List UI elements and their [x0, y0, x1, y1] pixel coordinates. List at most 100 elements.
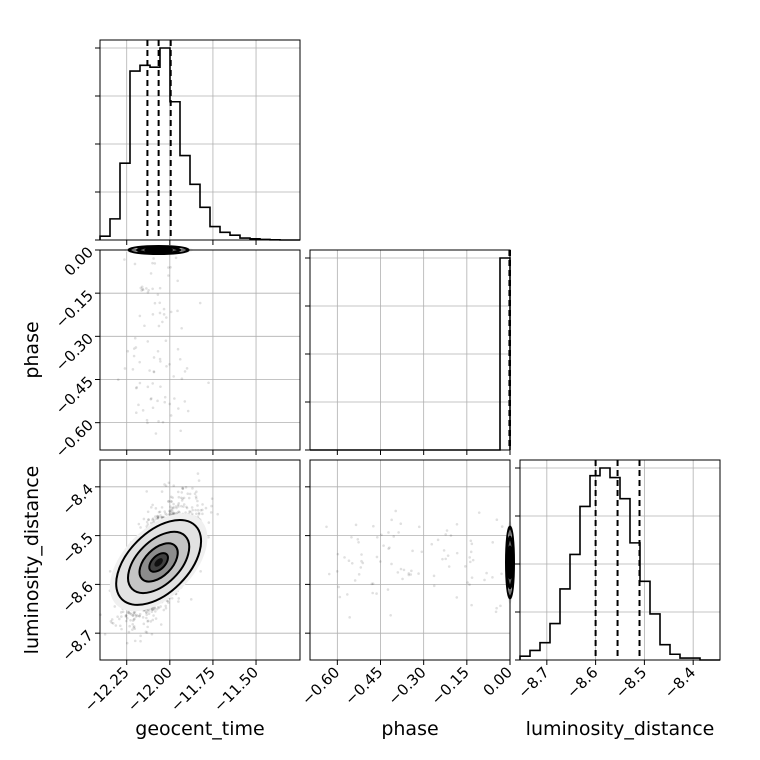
- sample-point: [148, 369, 151, 372]
- sample-point: [134, 411, 138, 414]
- sample-point: [157, 515, 160, 519]
- sample-point: [127, 630, 131, 634]
- sample-point: [169, 508, 173, 512]
- sample-point: [151, 517, 155, 520]
- sample-point: [167, 499, 170, 503]
- sample-point: [147, 609, 150, 613]
- sample-point: [156, 293, 160, 296]
- sample-point: [160, 490, 164, 493]
- sample-point: [156, 514, 159, 518]
- sample-point: [129, 612, 132, 615]
- sample-point: [156, 399, 159, 403]
- sample-point: [193, 492, 197, 496]
- sample-point: [183, 370, 187, 373]
- sample-point: [124, 614, 128, 617]
- sample-point: [195, 490, 198, 494]
- sample-point: [207, 521, 211, 524]
- contour-level-1: [127, 530, 191, 595]
- sample-point: [172, 505, 175, 509]
- sample-point: [149, 272, 153, 275]
- sample-point: [153, 301, 157, 305]
- sample-point: [191, 508, 194, 512]
- sample-point: [499, 604, 502, 608]
- sample-point: [144, 630, 148, 634]
- sample-point: [172, 512, 176, 515]
- sample-point: [146, 620, 149, 623]
- x-tick-label-geocent-time: −11.75: [167, 663, 219, 715]
- sample-point: [216, 512, 220, 516]
- sample-point: [180, 491, 184, 494]
- sample-point: [500, 572, 503, 576]
- sample-point: [138, 612, 142, 616]
- x-tick-label-geocent-time: −12.25: [81, 663, 133, 715]
- sample-point: [167, 601, 170, 604]
- sample-point: [372, 524, 375, 528]
- sample-point: [146, 625, 149, 629]
- x-tick-label-phase: 0.00: [480, 663, 516, 699]
- sample-point: [154, 617, 158, 620]
- sample-point: [149, 521, 153, 525]
- sample-point: [207, 535, 210, 539]
- sample-point: [147, 612, 151, 616]
- sample-point: [494, 610, 498, 614]
- sample-point: [401, 577, 404, 581]
- sample-point: [409, 573, 413, 576]
- sample-point: [495, 606, 498, 610]
- sample-point: [389, 613, 392, 617]
- sample-point: [177, 505, 180, 508]
- sample-point: [500, 525, 504, 528]
- sample-point: [210, 497, 214, 500]
- sample-point: [166, 599, 170, 603]
- sample-point: [178, 511, 181, 514]
- sample-point: [128, 624, 131, 628]
- sample-point: [387, 531, 390, 534]
- sample-point: [121, 610, 125, 614]
- sample-point: [103, 633, 107, 636]
- panel-frame-geocent-time-histogram: [99, 39, 301, 241]
- sample-point: [139, 639, 142, 643]
- sample-point: [185, 506, 189, 510]
- sample-point: [171, 496, 174, 499]
- x-axis-label-geocent-time: geocent_time: [135, 718, 264, 740]
- sample-point: [390, 518, 393, 522]
- sample-point: [441, 557, 444, 561]
- panel-frame-phase-vs-geocent-time: [99, 249, 301, 451]
- sample-point: [169, 510, 172, 514]
- sample-point: [180, 377, 184, 380]
- sample-point: [124, 615, 128, 618]
- sample-point: [379, 560, 382, 563]
- sample-point: [110, 621, 114, 625]
- sample-point: [417, 572, 420, 575]
- sample-point: [134, 386, 138, 390]
- sample-point: [176, 490, 180, 494]
- sample-point: [143, 324, 146, 328]
- sample-point: [167, 500, 170, 503]
- sample-point: [194, 508, 197, 512]
- sample-point: [210, 504, 213, 508]
- sample-point: [382, 544, 385, 547]
- samples-phase-vs-geocent-time: [116, 256, 210, 435]
- x-tick-label-luminosity-distance: −8.4: [661, 663, 699, 701]
- sample-point: [136, 614, 139, 618]
- sample-point: [151, 261, 154, 265]
- sample-point: [177, 501, 181, 505]
- sample-point: [177, 597, 181, 600]
- sample-point: [163, 483, 166, 486]
- sample-point: [170, 596, 174, 600]
- x-tick-label-geocent-time: −11.50: [210, 663, 262, 715]
- sample-point: [138, 360, 141, 364]
- y-tick-label-luminosity-distance: −8.6: [59, 578, 97, 616]
- sample-point: [159, 385, 162, 388]
- sample-point: [360, 553, 363, 556]
- sample-point: [184, 486, 188, 489]
- sample-point: [180, 504, 183, 508]
- sample-point: [420, 550, 424, 554]
- sample-point: [169, 414, 173, 417]
- sample-point: [160, 516, 164, 519]
- sample-point: [397, 531, 400, 534]
- sample-point: [199, 508, 203, 512]
- sample-point: [396, 571, 400, 574]
- sample-point: [169, 310, 173, 314]
- sample-point: [151, 313, 155, 316]
- sample-point: [151, 382, 155, 385]
